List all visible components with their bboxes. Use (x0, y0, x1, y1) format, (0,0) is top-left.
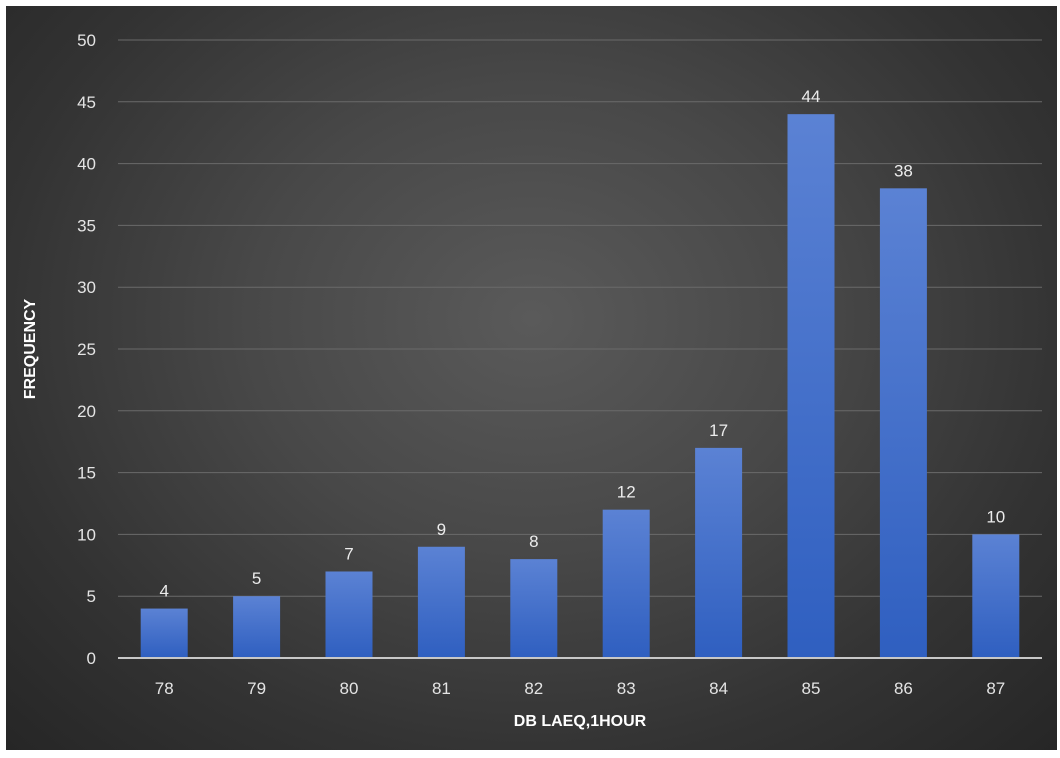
data-labels: 4 5 7 9 8 12 17 44 38 10 (159, 87, 1005, 600)
y-tick-label: 25 (77, 340, 96, 359)
bar (417, 546, 465, 658)
x-tick-label: 87 (986, 679, 1005, 698)
bars (140, 114, 1020, 658)
y-tick-label: 10 (77, 525, 96, 544)
bar (233, 596, 281, 658)
y-axis-tick-labels: 0 5 10 15 20 25 30 35 40 45 50 (77, 31, 96, 668)
bar (510, 559, 558, 658)
x-axis-title: DB LAEQ,1HOUR (514, 713, 647, 730)
x-tick-label: 80 (340, 679, 359, 698)
bar (602, 509, 650, 658)
x-tick-label: 82 (524, 679, 543, 698)
data-label: 4 (159, 582, 168, 601)
data-label: 12 (617, 483, 636, 502)
x-tick-label: 85 (802, 679, 821, 698)
gridlines (118, 39, 1042, 597)
y-tick-label: 15 (77, 464, 96, 483)
x-tick-label: 78 (155, 679, 174, 698)
bar (140, 608, 188, 658)
data-label: 44 (802, 87, 821, 106)
y-tick-label: 5 (87, 587, 96, 606)
bar (879, 188, 927, 658)
data-label: 9 (437, 520, 446, 539)
data-label: 10 (986, 507, 1005, 526)
y-tick-label: 30 (77, 278, 96, 297)
data-label: 17 (709, 421, 728, 440)
y-tick-label: 20 (77, 402, 96, 421)
x-tick-label: 79 (247, 679, 266, 698)
x-tick-label: 86 (894, 679, 913, 698)
y-tick-label: 40 (77, 155, 96, 174)
y-tick-label: 0 (87, 649, 96, 668)
x-axis-tick-labels: 78 79 80 81 82 83 84 85 86 87 (155, 679, 1006, 698)
bar (972, 534, 1020, 658)
y-tick-label: 35 (77, 216, 96, 235)
data-label: 8 (529, 532, 538, 551)
bar (325, 571, 373, 658)
data-label: 7 (344, 544, 353, 563)
data-label: 38 (894, 161, 913, 180)
y-tick-label: 45 (77, 93, 96, 112)
x-tick-label: 84 (709, 679, 728, 698)
chart-area: 0 5 10 15 20 25 30 35 40 45 50 4 5 7 9 8 12 17 44 38 10 78 7… (6, 6, 1057, 750)
x-tick-label: 83 (617, 679, 636, 698)
bar (787, 114, 835, 658)
y-tick-label: 50 (77, 31, 96, 50)
bar (695, 447, 743, 658)
x-tick-label: 81 (432, 679, 451, 698)
data-label: 5 (252, 569, 261, 588)
y-axis-title: FREQUENCY (22, 298, 39, 399)
